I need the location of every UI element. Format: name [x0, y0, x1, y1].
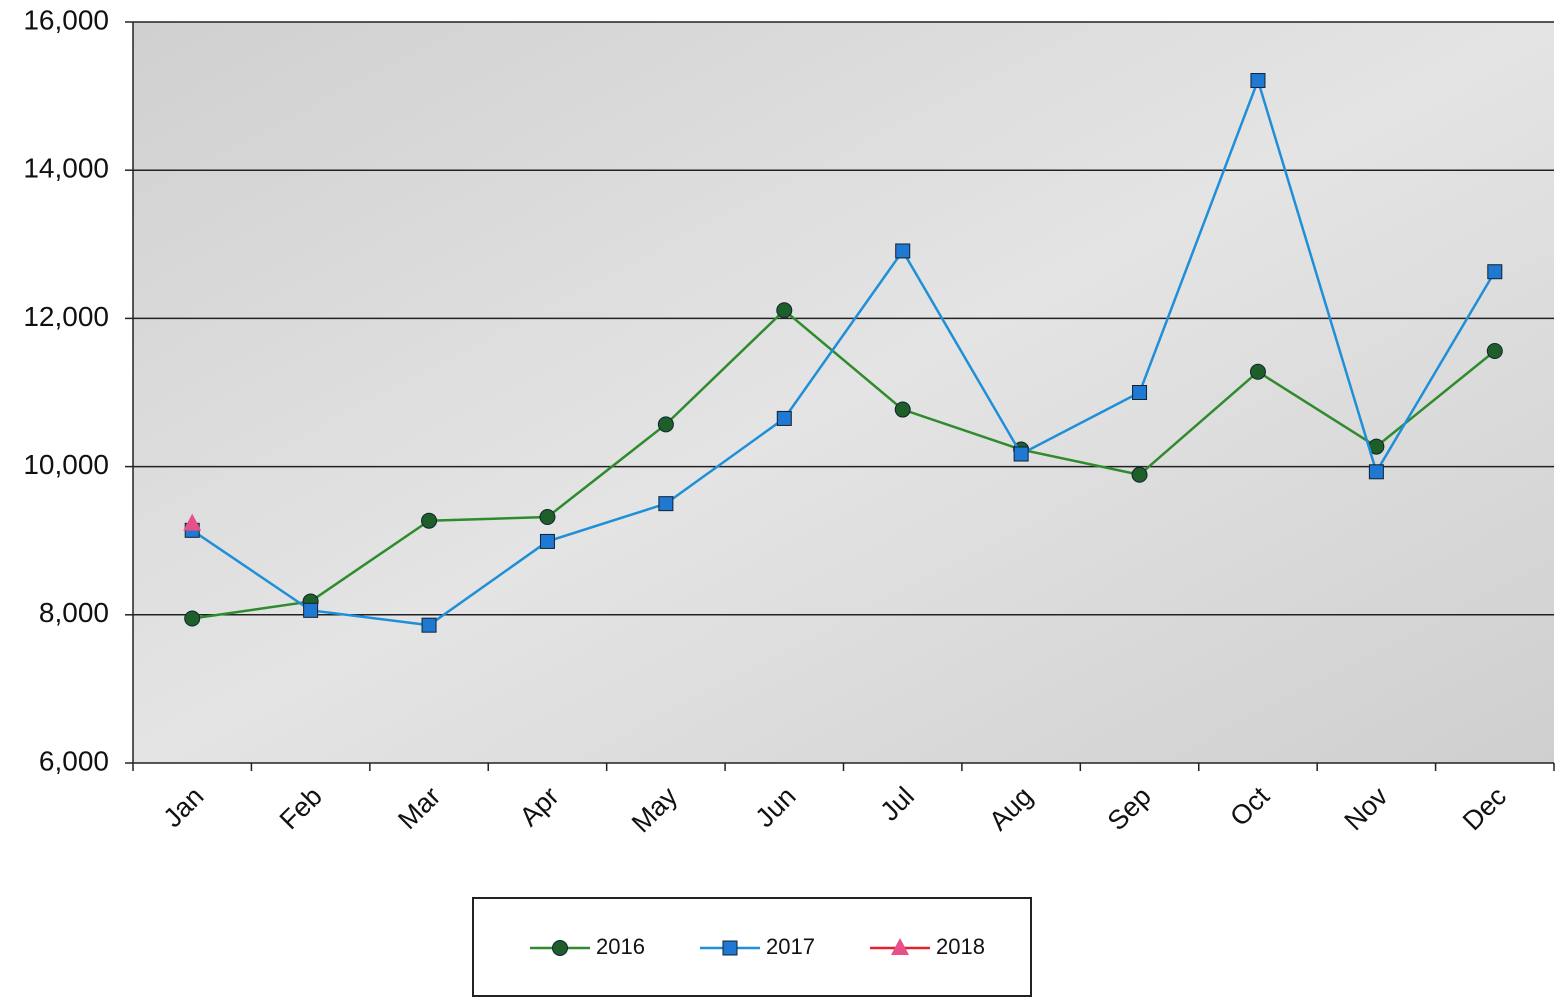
- plot-area: [133, 22, 1554, 763]
- data-point: [1368, 464, 1384, 480]
- legend-marker: [891, 938, 909, 955]
- data-point: [1131, 466, 1148, 483]
- series-line: [192, 308, 1496, 620]
- data-point: [421, 617, 437, 633]
- legend-marker: [552, 940, 568, 956]
- data-point: [895, 243, 911, 259]
- x-tick-label: Jul: [874, 781, 920, 827]
- y-tick-label: 16,000: [23, 4, 109, 35]
- x-tick-label: Oct: [1224, 781, 1275, 832]
- x-tick-label: Mar: [392, 781, 446, 835]
- data-point: [658, 496, 674, 512]
- x-tick-label: May: [626, 781, 684, 839]
- data-point: [1250, 73, 1266, 89]
- data-point: [894, 401, 911, 418]
- x-tick-label: Dec: [1457, 781, 1512, 836]
- x-tick-label: Jun: [750, 781, 802, 833]
- y-tick-label: 10,000: [23, 449, 109, 480]
- data-point: [657, 416, 674, 433]
- legend-label: 2018: [936, 934, 985, 959]
- y-tick-label: 6,000: [39, 745, 109, 776]
- data-point: [1487, 264, 1503, 280]
- y-tick-label: 12,000: [23, 301, 109, 332]
- data-point: [776, 302, 793, 319]
- legend-marker: [722, 940, 738, 956]
- data-point: [539, 533, 555, 549]
- data-point: [539, 508, 556, 525]
- data-point: [776, 410, 792, 426]
- data-point: [1013, 446, 1029, 462]
- x-tick-label: Aug: [983, 781, 1038, 836]
- y-tick-label: 8,000: [39, 597, 109, 628]
- x-tick-label: Jan: [157, 781, 209, 833]
- data-point: [1132, 385, 1148, 400]
- series-line: [191, 76, 1496, 627]
- data-point: [183, 513, 202, 531]
- legend-label: 2017: [766, 934, 815, 959]
- data-point: [1249, 363, 1266, 380]
- x-tick-label: Feb: [274, 781, 328, 835]
- data-point: [184, 610, 201, 627]
- x-tick-label: Nov: [1338, 781, 1394, 837]
- x-tick-label: Sep: [1102, 781, 1157, 836]
- x-tick-label: Apr: [514, 781, 565, 832]
- data-point: [421, 512, 438, 529]
- legend-label: 2016: [596, 934, 645, 959]
- data-point: [303, 602, 319, 618]
- data-point: [1486, 343, 1503, 360]
- y-tick-label: 14,000: [23, 153, 109, 184]
